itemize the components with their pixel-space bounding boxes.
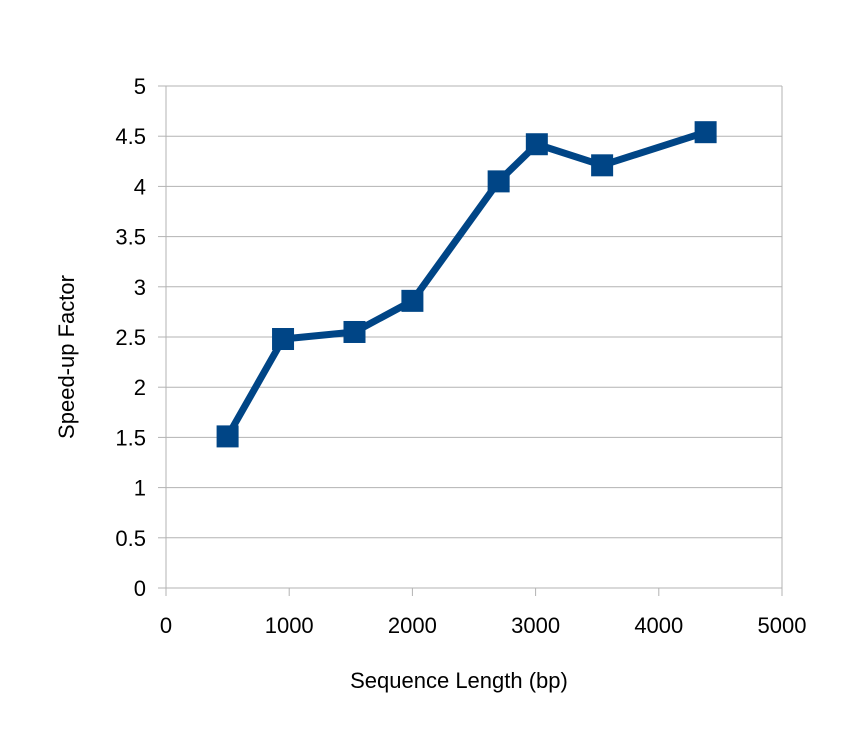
y-tick-label: 5: [134, 74, 146, 99]
y-tick-label: 4: [134, 174, 146, 199]
data-point-marker: [525, 133, 548, 156]
data-point-marker: [591, 154, 614, 177]
y-tick-label: 1: [134, 476, 146, 501]
x-axis-title: Sequence Length (bp): [350, 668, 568, 693]
data-point-marker: [487, 170, 510, 193]
x-tick-label: 3000: [511, 613, 560, 638]
axis-layer: [158, 85, 783, 596]
data-point-marker: [343, 320, 366, 343]
y-tick-label: 2: [134, 375, 146, 400]
data-point-marker: [272, 328, 295, 351]
grid-layer: [166, 85, 782, 589]
series-layer: [216, 121, 717, 448]
x-tick-label: 0: [160, 613, 172, 638]
y-tick-label: 0: [134, 576, 146, 601]
y-tick-label: 3: [134, 275, 146, 300]
x-tick-label: 5000: [758, 613, 807, 638]
y-tick-label: 0.5: [115, 526, 146, 551]
data-point-marker: [401, 289, 424, 312]
y-tick-label: 3.5: [115, 225, 146, 250]
y-axis-title: Speed-up Factor: [54, 275, 79, 439]
y-tick-label: 1.5: [115, 425, 146, 450]
x-tick-label: 4000: [634, 613, 683, 638]
data-point-marker: [694, 121, 717, 144]
y-tick-label: 2.5: [115, 325, 146, 350]
data-point-marker: [216, 425, 239, 448]
label-layer: 0 0.5 1 1.5 2 2.5 3 3.5 4 4.5 5 0 1000 2000 3000 4000 50…: [115, 74, 806, 638]
y-tick-label: 4.5: [115, 124, 146, 149]
series-line: [224, 128, 710, 440]
x-tick-label: 2000: [388, 613, 437, 638]
x-tick-label: 1000: [265, 613, 314, 638]
